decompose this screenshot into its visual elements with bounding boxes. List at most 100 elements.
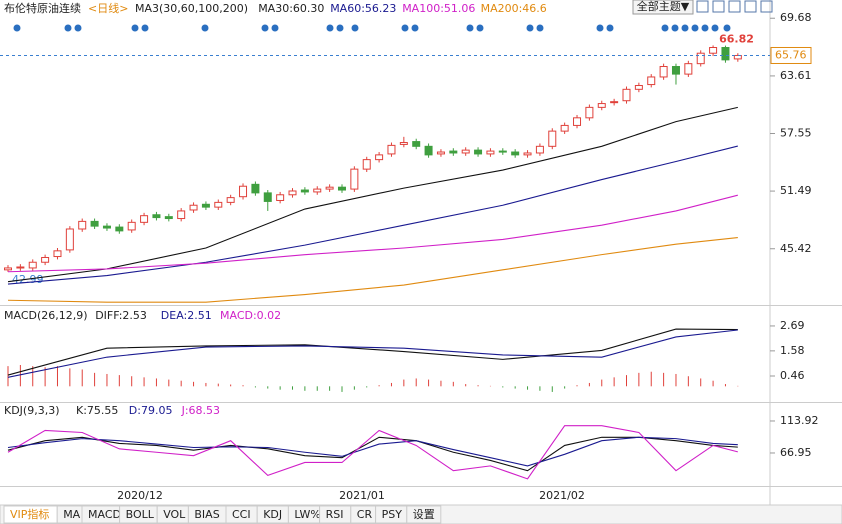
candle-body [214,201,223,208]
candle-body [659,66,668,78]
legend-entry: MACD:0.02 [220,309,281,322]
icon[interactable] [760,0,773,13]
event-dot[interactable] [701,24,709,32]
event-dot[interactable] [536,24,544,32]
candle-body [4,267,12,271]
event-dot[interactable] [671,24,679,32]
y-tick-label: 57.55 [780,126,812,139]
event-dot[interactable] [711,24,719,32]
y-tick-label: 1.58 [780,344,805,357]
event-dot[interactable] [141,24,149,32]
tab-label[interactable]: VIP指标 [10,507,49,521]
y-tick-label: 63.61 [780,69,812,82]
candle-body [671,66,680,75]
toolbar-icons [696,0,773,13]
candle-body [177,210,186,220]
icon[interactable] [696,0,709,13]
tab-label[interactable]: KDJ [263,508,282,521]
tab[interactable] [406,505,442,524]
candle-body [263,192,272,202]
event-dot[interactable] [336,24,344,32]
candle-body [350,168,359,190]
theme-button[interactable] [632,0,694,15]
candle-body [461,149,470,154]
theme-button-label[interactable]: 全部主题▼ [637,0,690,13]
candle-body [548,130,557,147]
event-dot[interactable] [13,24,21,32]
event-dot[interactable] [661,24,669,32]
indicator-line [7,236,738,303]
x-tick-label: 2021/01 [339,489,385,502]
candle-body [634,85,643,90]
y-tick-label: 113.92 [780,414,819,427]
event-dot[interactable] [326,24,334,32]
event-dot[interactable] [74,24,82,32]
tab-label[interactable]: BOLL [126,508,155,521]
event-dot[interactable] [476,24,484,32]
event-dot[interactable] [606,24,614,32]
candle-body [474,149,483,155]
tab-label[interactable]: PSY [382,508,403,521]
x-tick-label: 2021/02 [539,489,585,502]
candle-body [436,151,445,155]
event-dot[interactable] [526,24,534,32]
legend-entry: KDJ(9,3,3) [4,404,60,417]
candle-body [164,216,173,220]
event-dot[interactable] [596,24,604,32]
legend-entry: MA60:56.23 [330,2,396,15]
candle-body [573,117,582,126]
candle-body [424,145,433,156]
candle-body [709,47,718,54]
last-price-label: 65.76 [775,48,807,61]
candle-body [65,228,74,251]
tab-label[interactable]: MACD [88,508,121,521]
tab-label[interactable]: VOL [163,508,186,521]
legend-entry: MA200:46.6 [481,2,547,15]
event-dot[interactable] [411,24,419,32]
candle-body [313,188,322,193]
event-dot[interactable] [271,24,279,32]
candle-body [201,203,210,208]
event-dot[interactable] [64,24,72,32]
event-dot[interactable] [201,24,209,32]
legend-entry: J:68.53 [181,404,220,417]
y-tick-label: 66.95 [780,446,812,459]
event-dot[interactable] [401,24,409,32]
tab-label[interactable]: BIAS [194,508,219,521]
icon[interactable] [712,0,725,13]
indicator-line [7,328,738,376]
icon[interactable] [744,0,757,13]
event-dot[interactable] [681,24,689,32]
candle-body [387,144,396,155]
candle-body [622,88,631,102]
tab-label[interactable]: CR [357,508,373,521]
event-dot[interactable] [261,24,269,32]
tab-label[interactable]: RSI [326,508,344,521]
candle-body [53,250,62,258]
candle-body [486,150,495,155]
legend-entry: MA30:60.30 [258,2,324,15]
last-price-box [770,46,812,64]
event-dot[interactable] [466,24,474,32]
candle-body [362,159,371,170]
event-dot[interactable] [691,24,699,32]
candle-body [610,101,619,104]
candle-body [523,152,532,156]
candle-body [127,221,136,231]
tab-label[interactable]: MA [63,508,80,521]
indicator-line [7,194,738,273]
event-dot[interactable] [351,24,359,32]
tab-label[interactable]: 设置 [413,508,435,521]
event-dot[interactable] [131,24,139,32]
tab-label[interactable]: LW% [294,508,320,521]
tab-label[interactable]: CCI [232,508,251,521]
icon[interactable] [728,0,741,13]
candle-body [585,106,594,119]
period-label[interactable]: <日线> [88,1,128,15]
candle-body [647,76,656,86]
candle-body [41,256,50,263]
event-dot[interactable] [723,24,731,32]
legend-entry: DIFF:2.53 [95,309,147,322]
indicator-line [7,145,738,285]
